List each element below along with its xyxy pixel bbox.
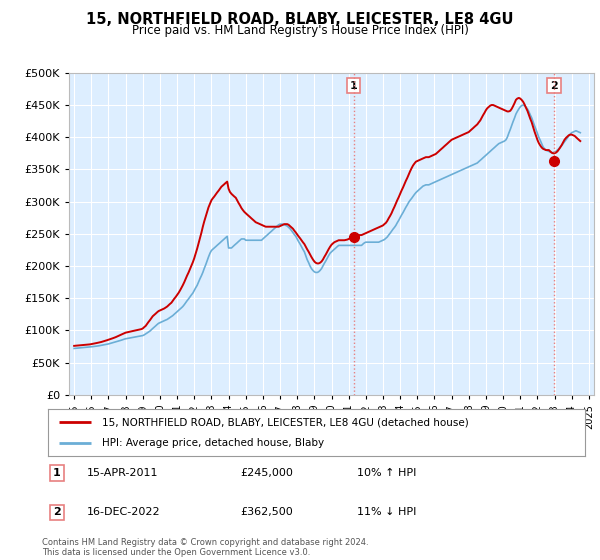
Text: 11% ↓ HPI: 11% ↓ HPI bbox=[357, 507, 416, 517]
Text: HPI: Average price, detached house, Blaby: HPI: Average price, detached house, Blab… bbox=[102, 438, 324, 448]
Text: 1: 1 bbox=[350, 81, 358, 91]
Text: 2: 2 bbox=[550, 81, 558, 91]
Text: 15, NORTHFIELD ROAD, BLABY, LEICESTER, LE8 4GU: 15, NORTHFIELD ROAD, BLABY, LEICESTER, L… bbox=[86, 12, 514, 27]
Text: Price paid vs. HM Land Registry's House Price Index (HPI): Price paid vs. HM Land Registry's House … bbox=[131, 24, 469, 36]
Text: 16-DEC-2022: 16-DEC-2022 bbox=[87, 507, 161, 517]
Text: £245,000: £245,000 bbox=[240, 468, 293, 478]
Text: Contains HM Land Registry data © Crown copyright and database right 2024.
This d: Contains HM Land Registry data © Crown c… bbox=[42, 538, 368, 557]
Text: 15, NORTHFIELD ROAD, BLABY, LEICESTER, LE8 4GU (detached house): 15, NORTHFIELD ROAD, BLABY, LEICESTER, L… bbox=[102, 417, 469, 427]
Text: 2: 2 bbox=[53, 507, 61, 517]
Text: 10% ↑ HPI: 10% ↑ HPI bbox=[357, 468, 416, 478]
Text: £362,500: £362,500 bbox=[240, 507, 293, 517]
Text: 1: 1 bbox=[53, 468, 61, 478]
Text: 15-APR-2011: 15-APR-2011 bbox=[87, 468, 158, 478]
